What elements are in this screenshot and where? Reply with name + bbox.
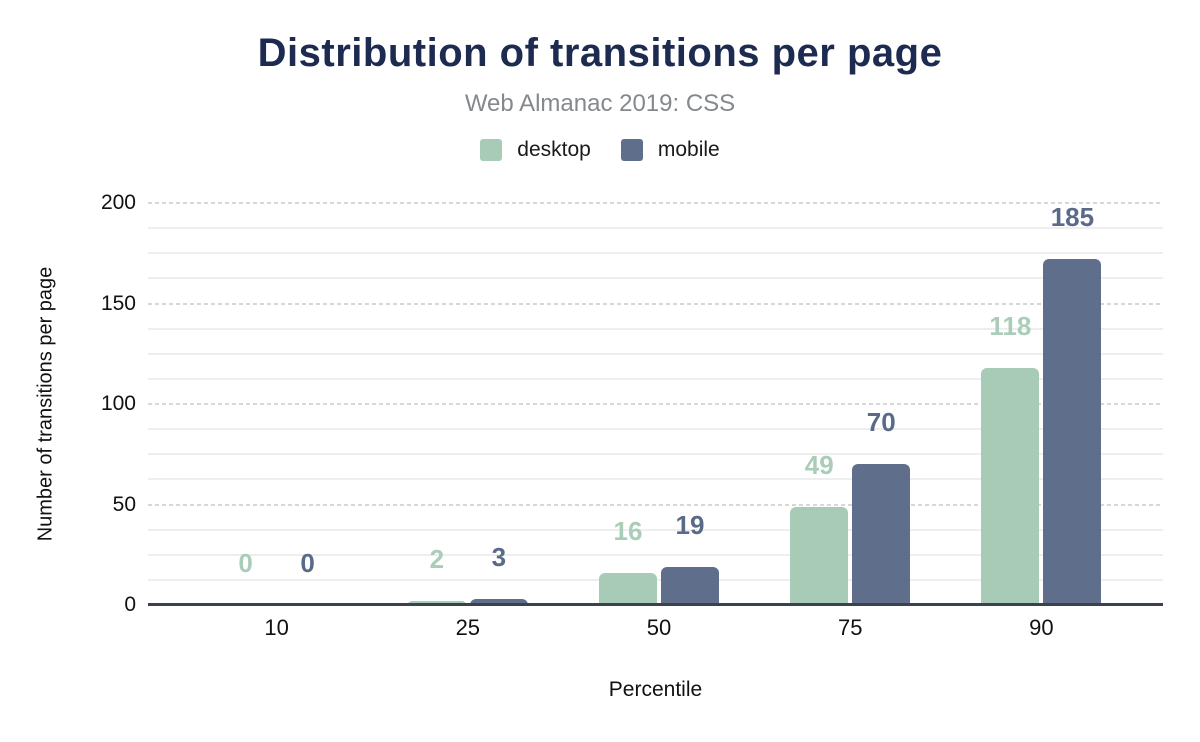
major-gridline-100 xyxy=(148,403,1163,405)
bar-value-label-mobile-p50: 19 xyxy=(675,510,705,540)
legend-label-desktop: desktop xyxy=(517,138,591,161)
minor-gridline-125 xyxy=(148,352,1163,355)
y-tick-label-150: 150 xyxy=(100,291,136,315)
y-tick-label-0: 0 xyxy=(124,593,136,616)
minor-gridline-112.5 xyxy=(148,377,1163,380)
bar-column-desktop-p90: 118 xyxy=(981,203,1040,605)
minor-gridline-187.5 xyxy=(148,227,1163,230)
bar-column-mobile-p90: 185 xyxy=(1043,202,1102,605)
legend-swatch-mobile xyxy=(620,139,643,161)
bar-pair-p50: 16 19 xyxy=(599,203,719,605)
legend-label-mobile: mobile xyxy=(657,138,720,161)
chart-title: Distribution of transitions per page xyxy=(257,31,943,75)
bar-value-label-desktop-p10: 0 xyxy=(238,548,253,578)
bar-value-label-mobile-p90: 185 xyxy=(1050,202,1095,232)
bar-desktop-p90 xyxy=(981,368,1040,605)
bar-column-mobile-p10: 0 xyxy=(279,203,337,605)
minor-gridline-162.5 xyxy=(148,277,1163,280)
y-tick-label-200: 200 xyxy=(100,191,136,214)
x-tick-label-90: 90 xyxy=(1029,615,1054,640)
y-tick-label-100: 100 xyxy=(100,392,136,415)
bar-column-desktop-p25: 2 xyxy=(407,203,466,605)
x-axis-ticks: 10 25 50 75 90 xyxy=(148,615,1163,641)
minor-gridline-87.5 xyxy=(148,428,1163,431)
bar-desktop-p50 xyxy=(599,573,657,605)
y-tick-label-50: 50 xyxy=(112,492,136,516)
legend-item-mobile: mobile xyxy=(620,138,720,162)
bar-groups: 0 0 2 3 16 19 49 70 118 185 xyxy=(181,203,1137,605)
bar-group-p50: 16 19 xyxy=(563,203,754,605)
bar-group-p90: 118 185 xyxy=(946,203,1137,605)
bar-column-mobile-p50: 19 xyxy=(661,203,719,605)
bar-column-desktop-p50: 16 xyxy=(599,203,657,605)
bar-column-mobile-p75: 70 xyxy=(852,203,911,605)
legend: desktop mobile xyxy=(0,138,1200,162)
bar-value-label-desktop-p25: 2 xyxy=(429,544,445,574)
major-gridline-50 xyxy=(148,503,1163,506)
x-axis-title: Percentile xyxy=(608,678,703,701)
x-axis-line xyxy=(148,603,1163,606)
bar-column-desktop-p75: 49 xyxy=(790,203,849,605)
minor-gridline-25 xyxy=(148,553,1163,556)
x-tick-label-50: 50 xyxy=(646,615,672,640)
chart-subtitle: Web Almanac 2019: CSS xyxy=(464,90,736,117)
bar-pair-p75: 49 70 xyxy=(790,203,911,605)
x-tick-label-25: 25 xyxy=(455,615,481,640)
minor-gridline-137.5 xyxy=(148,327,1163,330)
bar-value-label-desktop-p75: 49 xyxy=(804,450,834,480)
bar-desktop-p75 xyxy=(790,507,849,605)
bar-value-label-mobile-p25: 3 xyxy=(491,542,507,572)
bar-mobile-p25 xyxy=(469,599,528,605)
bar-value-label-desktop-p50: 16 xyxy=(613,516,643,546)
major-gridline-200 xyxy=(148,202,1163,204)
minor-gridline-175 xyxy=(148,252,1163,255)
legend-swatch-desktop xyxy=(480,139,503,161)
bar-value-label-mobile-p75: 70 xyxy=(866,407,896,437)
bar-column-mobile-p25: 3 xyxy=(469,203,528,605)
bar-value-label-desktop-p90: 118 xyxy=(989,311,1032,341)
legend-item-desktop: desktop xyxy=(480,138,591,162)
bar-group-p75: 49 70 xyxy=(755,203,946,605)
major-gridline-150 xyxy=(148,302,1163,305)
bar-mobile-p75 xyxy=(852,464,911,605)
bar-pair-p90: 118 185 xyxy=(981,202,1102,605)
bar-mobile-p50 xyxy=(661,567,719,605)
bar-column-desktop-p10: 0 xyxy=(217,203,275,605)
x-tick-label-10: 10 xyxy=(264,615,289,640)
plot-area: 0 0 2 3 16 19 49 70 118 185 xyxy=(148,202,1163,606)
x-tick-label-75: 75 xyxy=(837,615,863,640)
minor-gridline-62.5 xyxy=(148,478,1163,481)
minor-gridline-75 xyxy=(148,453,1163,456)
minor-gridline-37.5 xyxy=(148,528,1163,531)
bar-mobile-p90 xyxy=(1043,259,1102,605)
bar-value-label-mobile-p10: 0 xyxy=(300,548,315,578)
